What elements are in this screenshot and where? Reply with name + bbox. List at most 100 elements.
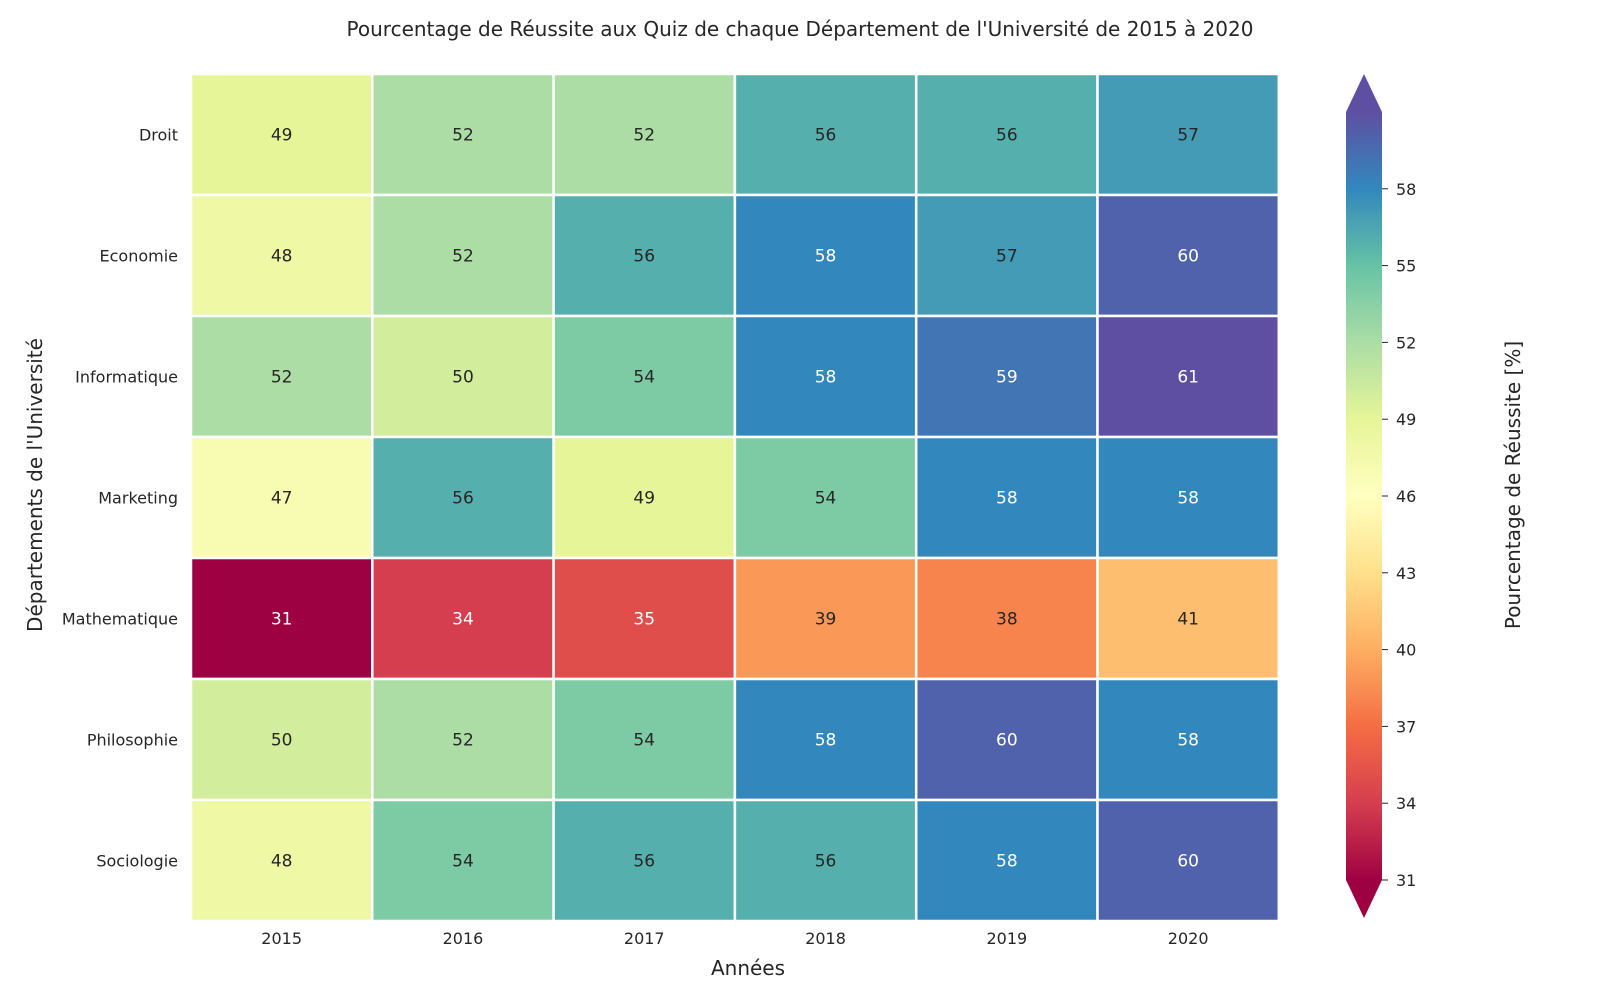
cell-value-label: 58 (815, 731, 837, 751)
cell-value-label: 61 (1177, 368, 1199, 388)
heatmap-cell (1096, 798, 1281, 923)
heatmap-cell (1096, 435, 1281, 560)
heatmap-cell (1096, 556, 1281, 681)
x-tick-label: 2017 (624, 929, 665, 948)
chart-title: Pourcentage de Réussite aux Quiz de chaq… (347, 17, 1254, 41)
cell-value-label: 50 (271, 731, 293, 751)
cell-value-label: 58 (1177, 731, 1199, 751)
heatmap-cell (1096, 314, 1281, 439)
cell-value-label: 60 (1177, 247, 1199, 267)
y-tick-label: Droit (139, 126, 178, 145)
heatmap-cell (371, 798, 555, 923)
heatmap-cell (552, 798, 737, 923)
x-tick-label: 2018 (805, 929, 846, 948)
cell-value-label: 52 (271, 368, 293, 388)
y-tick-label: Marketing (98, 489, 178, 508)
cell-value-label: 57 (996, 247, 1018, 267)
y-tick-label: Informatique (75, 368, 178, 387)
y-tick-labels: Droit Economie Informatique Marketing Mathem… (62, 126, 178, 871)
y-tick-label: Economie (100, 247, 179, 266)
cell-value-label: 41 (1177, 610, 1199, 630)
heatmap-cell (189, 677, 374, 802)
heatmap-cell (733, 193, 918, 318)
cell-value-label: 56 (633, 852, 655, 872)
heatmap-cell (1096, 193, 1281, 318)
heatmap-cell (189, 435, 374, 560)
cell-value-label: 49 (633, 489, 655, 509)
heatmap-cell (914, 435, 1099, 560)
heatmap-cell (371, 193, 555, 318)
cell-value-label: 56 (996, 126, 1018, 146)
heatmap-cell (189, 556, 374, 681)
heatmap-cell (1096, 72, 1281, 197)
cell-value-label: 58 (996, 489, 1018, 509)
heatmap-cell (1096, 677, 1281, 802)
heatmap-cell (733, 435, 918, 560)
colorbar-tick-label: 34 (1396, 794, 1416, 813)
cell-value-label: 52 (452, 126, 474, 146)
cell-value-label: 38 (996, 610, 1018, 630)
heatmap-cell (189, 72, 374, 197)
colorbar-tick-label: 55 (1396, 257, 1416, 276)
colorbar-tick-label: 37 (1396, 717, 1416, 736)
x-tick-label: 2016 (443, 929, 484, 948)
colorbar-tick-label: 49 (1396, 410, 1416, 429)
x-tick-label: 2015 (261, 929, 302, 948)
cell-value-label: 58 (815, 368, 837, 388)
cell-value-label: 59 (996, 368, 1018, 388)
cell-value-label: 58 (1177, 489, 1199, 509)
y-tick-label: Sociologie (96, 852, 178, 871)
colorbar-tick-label: 40 (1396, 641, 1416, 660)
y-tick-label: Philosophie (87, 731, 178, 750)
heatmap-cell (914, 556, 1099, 681)
cell-value-label: 48 (271, 852, 293, 872)
x-tick-label: 2020 (1168, 929, 1209, 948)
cell-value-label: 54 (633, 368, 655, 388)
colorbar-tick-label: 52 (1396, 333, 1416, 352)
cell-value-label: 54 (633, 731, 655, 751)
cell-value-label: 31 (271, 610, 293, 630)
cell-value-label: 48 (271, 247, 293, 267)
colorbar-tick-label: 31 (1396, 871, 1416, 890)
cell-value-label: 54 (452, 852, 474, 872)
heatmap-cell (189, 798, 374, 923)
cell-value-label: 60 (1177, 852, 1199, 872)
heatmap-cells: 49 52 52 56 56 57 48 52 56 58 57 60 52 50 54 58 59 61 47 56… (189, 72, 1281, 923)
cell-value-label: 58 (815, 247, 837, 267)
colorbar-tick-label: 43 (1396, 564, 1416, 583)
heatmap-cell (552, 72, 737, 197)
y-axis-label: Départements de l'Université (23, 338, 47, 632)
colorbar-label: Pourcentage de Réussite [%] (1501, 341, 1525, 629)
cell-value-label: 47 (271, 489, 293, 509)
heatmap-cell (552, 556, 737, 681)
heatmap-cell (733, 314, 918, 439)
cell-value-label: 56 (815, 852, 837, 872)
heatmap-cell (733, 556, 918, 681)
y-tick-label: Mathematique (62, 610, 178, 629)
cell-value-label: 34 (452, 610, 474, 630)
heatmap-cell (371, 72, 555, 197)
x-tick-labels: 2015 2016 2017 2018 2019 2020 (261, 929, 1208, 948)
heatmap-cell (914, 798, 1099, 923)
colorbar-extend-min (1346, 880, 1382, 918)
cell-value-label: 35 (633, 610, 655, 630)
cell-value-label: 52 (452, 731, 474, 751)
x-axis-label: Années (711, 956, 785, 980)
cell-value-label: 39 (815, 610, 837, 630)
heatmap-cell (552, 435, 737, 560)
colorbar-tick-label: 58 (1396, 180, 1416, 199)
cell-value-label: 52 (452, 247, 474, 267)
cell-value-label: 57 (1177, 126, 1199, 146)
heatmap-cell (371, 435, 555, 560)
cell-value-label: 56 (633, 247, 655, 267)
cell-value-label: 54 (815, 489, 837, 509)
colorbar-tick-label: 46 (1396, 487, 1416, 506)
colorbar-gradient (1346, 112, 1382, 880)
cell-value-label: 56 (452, 489, 474, 509)
cell-value-label: 52 (633, 126, 655, 146)
heatmap-cell (914, 314, 1099, 439)
cell-value-label: 58 (996, 852, 1018, 872)
colorbar-extend-max (1346, 74, 1382, 112)
colorbar: 31 34 37 40 43 46 49 52 55 58 (1346, 74, 1416, 918)
